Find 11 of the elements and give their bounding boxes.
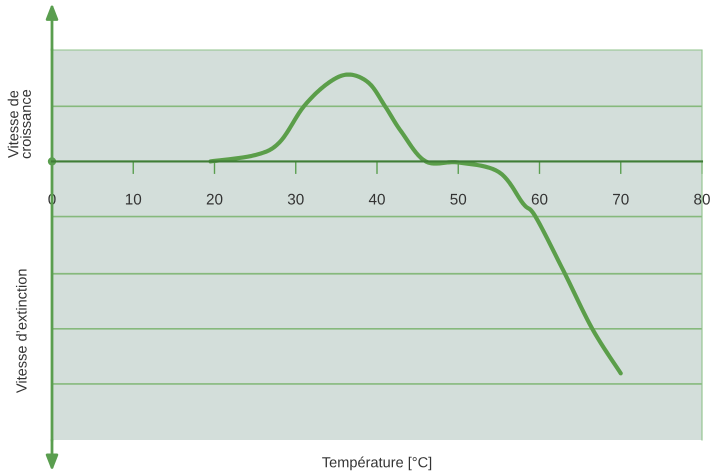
- x-tick-label: 70: [613, 194, 629, 205]
- x-tick-label: 80: [694, 194, 710, 205]
- x-tick-label: 30: [288, 194, 304, 205]
- x-tick-label: 60: [532, 194, 548, 205]
- x-tick-label: 50: [450, 194, 466, 205]
- x-tick-label: 40: [368, 194, 385, 205]
- y-axis-title: Vitesse de croissance: [8, 90, 31, 158]
- text: Vitesse d’extinction: [16, 269, 27, 394]
- x-tick-label: 10: [126, 194, 142, 205]
- text: Température [°C]: [322, 456, 432, 470]
- x-tick-label: 20: [206, 194, 222, 205]
